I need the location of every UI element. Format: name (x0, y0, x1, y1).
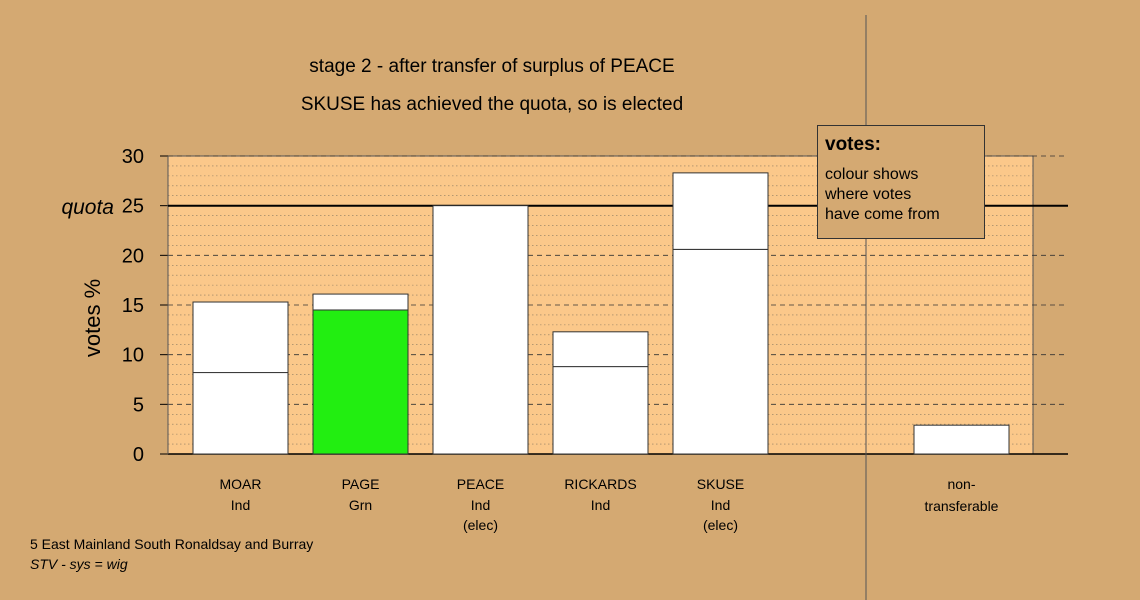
y-tick-label: 10 (122, 345, 144, 367)
x-label-party: Grn (349, 497, 372, 513)
y-tick-label: 5 (133, 394, 144, 416)
x-axis-labels: MOAR Ind PAGE Grn PEACE Ind (elec) RICKARDS Ind S… (220, 476, 999, 533)
x-label-party: Ind (471, 497, 490, 513)
chart-subtitle: SKUSE has achieved the quota, so is elec… (301, 94, 683, 115)
x-label-name: MOAR (220, 476, 262, 492)
x-label-status: (elec) (463, 517, 498, 533)
y-axis-ticks: 0 5 10 15 20 25 30 (122, 146, 168, 466)
bar-transfer-page (312, 293, 409, 311)
bar-transfer-rickards (552, 331, 649, 368)
bars (192, 172, 1010, 455)
bar-base-moar (192, 372, 289, 455)
bar-base-peace (432, 205, 529, 455)
y-axis-label: votes % (80, 279, 105, 357)
quota-label: quota (61, 196, 114, 219)
bar-base-page (312, 309, 409, 455)
y-tick-label: 30 (122, 146, 144, 168)
x-label-name: SKUSE (697, 476, 744, 492)
bar-nontransferable (913, 424, 1010, 455)
y-tick-label: 25 (122, 196, 144, 218)
bar-base-skuse (672, 248, 769, 455)
x-label-status: (elec) (703, 517, 738, 533)
chart-title: stage 2 - after transfer of surplus of P… (309, 56, 674, 77)
x-label-name: PEACE (457, 476, 504, 492)
y-tick-label: 20 (122, 245, 144, 267)
x-label-party: Ind (231, 497, 250, 513)
x-label-nontransferable-2: transferable (925, 498, 999, 514)
legend-title: votes: (825, 134, 881, 155)
x-label-name: RICKARDS (564, 476, 636, 492)
y-tick-label: 0 (133, 444, 144, 466)
bar-base-rickards (552, 366, 649, 455)
legend-text: colour shows where votes have come from (825, 166, 940, 223)
x-label-party: Ind (591, 497, 610, 513)
system-label: STV - sys = wig (30, 556, 128, 572)
constituency-label: 5 East Mainland South Ronaldsay and Burr… (30, 536, 314, 552)
y-tick-label: 15 (122, 295, 144, 317)
x-label-party: Ind (711, 497, 730, 513)
x-label-name: PAGE (342, 476, 380, 492)
x-label-nontransferable-1: non- (947, 476, 975, 492)
legend-box: votes: colour shows where votes have com… (817, 125, 985, 239)
bar-transfer-skuse (672, 172, 769, 250)
bar-transfer-moar (192, 301, 289, 374)
